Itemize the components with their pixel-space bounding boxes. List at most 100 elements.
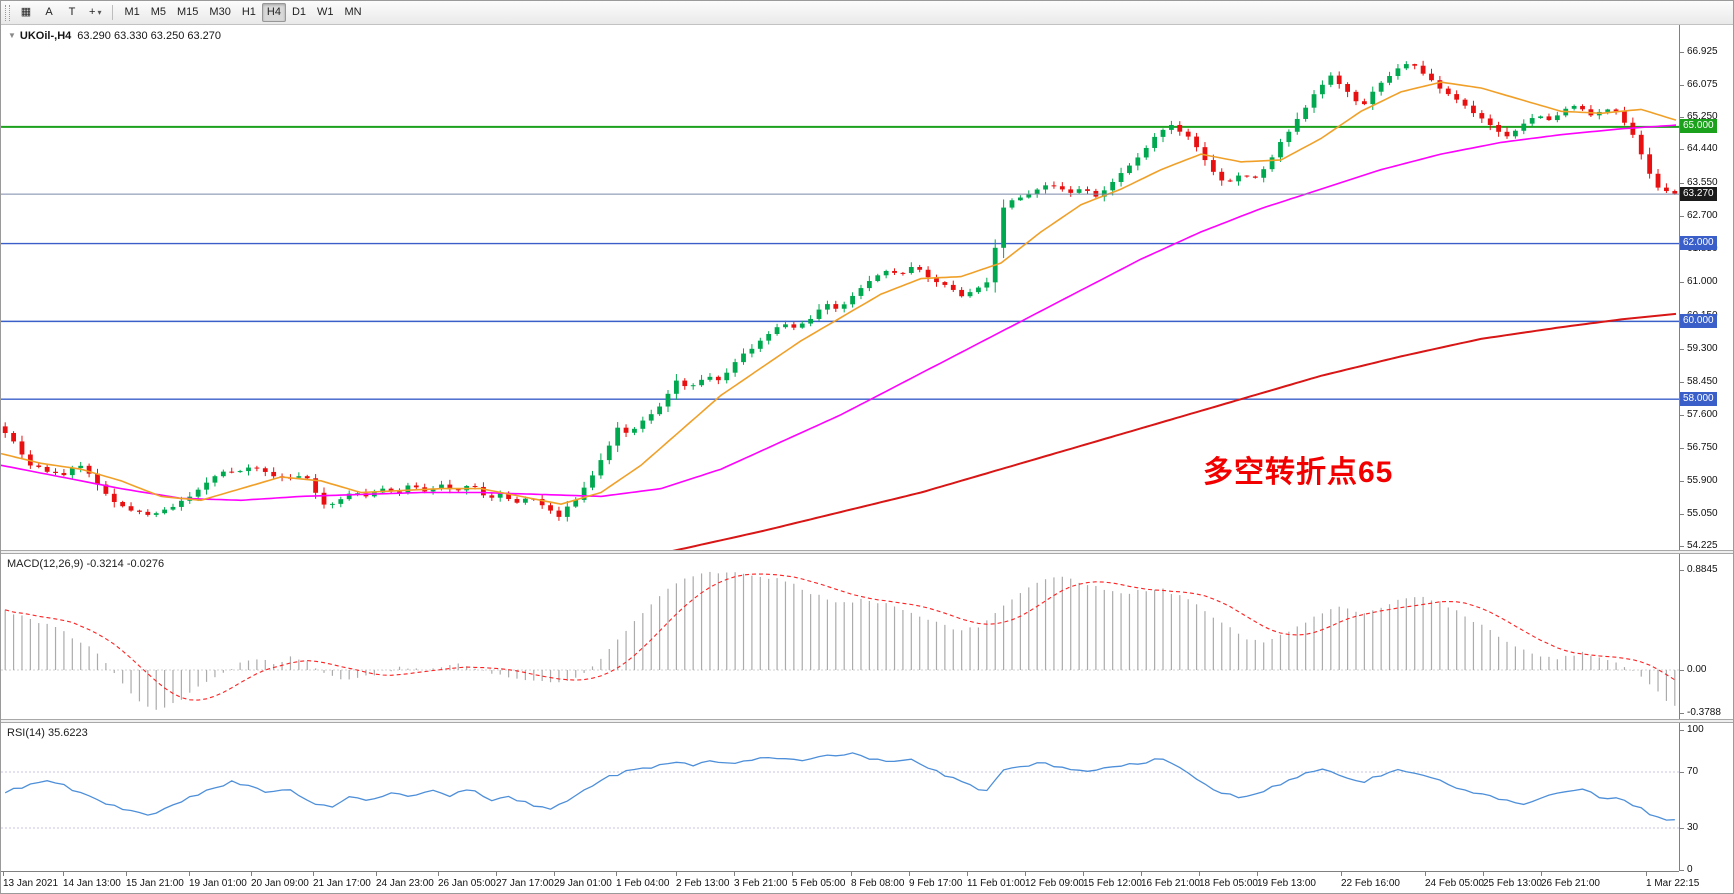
time-axis-label: 25 Feb 13:00 [1483, 878, 1542, 889]
time-axis-tick [1541, 872, 1542, 876]
timeframe-button-m15[interactable]: M15 [172, 3, 203, 22]
price-axis-label: 55.900 [1687, 475, 1718, 486]
panel-splitter-macd[interactable] [1, 550, 1733, 554]
price-chart[interactable] [1, 25, 1679, 550]
price-axis-label: 66.075 [1687, 79, 1718, 90]
price-axis-tick [1680, 448, 1684, 449]
time-axis-label: 15 Jan 21:00 [126, 878, 184, 889]
time-axis-tick [734, 872, 735, 876]
time-axis-tick [1083, 872, 1084, 876]
chart-title: ▼ UKOil-,H4 63.290 63.330 63.250 63.270 [8, 30, 221, 42]
price-axis-tick [1680, 52, 1684, 53]
panel-splitter-rsi[interactable] [1, 719, 1733, 723]
price-axis[interactable]: 66.92566.07565.25064.44063.55062.70061.8… [1679, 25, 1733, 875]
price-badge-60.000: 60.000 [1680, 314, 1717, 328]
time-axis-tick [376, 872, 377, 876]
dropdown-caret-icon: ▾ [97, 7, 102, 17]
time-axis-label: 20 Jan 09:00 [251, 878, 309, 889]
price-axis-tick [1680, 149, 1684, 150]
time-axis-tick [967, 872, 968, 876]
time-axis-label: 14 Jan 13:00 [63, 878, 121, 889]
time-axis-label: 11 Feb 01:00 [967, 878, 1026, 889]
timeframe-button-m1[interactable]: M1 [119, 3, 144, 22]
rsi-axis-tick [1680, 730, 1684, 731]
time-axis-label: 27 Jan 17:00 [496, 878, 554, 889]
time-axis-tick [1199, 872, 1200, 876]
time-axis-tick [1646, 872, 1647, 876]
time-axis-tick [63, 872, 64, 876]
price-axis-tick [1680, 481, 1684, 482]
charts-grid-icon[interactable]: ▦ [15, 3, 37, 22]
macd-axis-tick [1680, 570, 1684, 571]
price-badge-63.270: 63.270 [1680, 187, 1717, 201]
time-axis-label: 19 Feb 13:00 [1257, 878, 1316, 889]
time-axis-label: 5 Feb 05:00 [792, 878, 846, 889]
rsi-axis-tick [1680, 870, 1684, 871]
rsi-axis-label: 0 [1687, 864, 1693, 875]
price-axis-label: 62.700 [1687, 210, 1718, 221]
time-axis-tick [189, 872, 190, 876]
price-axis-label: 59.300 [1687, 343, 1718, 354]
time-axis-label: 15 Feb 12:00 [1083, 878, 1142, 889]
macd-axis-tick [1680, 670, 1684, 671]
price-axis-tick [1680, 183, 1684, 184]
time-axis-label: 18 Feb 05:00 [1199, 878, 1258, 889]
time-axis-label: 24 Feb 05:00 [1425, 878, 1484, 889]
time-axis-tick [1257, 872, 1258, 876]
time-axis-tick [438, 872, 439, 876]
time-axis[interactable]: 13 Jan 2021 14 Jan 13:00 15 Jan 21:00 19 Ja… [1, 871, 1699, 893]
toolbar-grip[interactable] [5, 4, 10, 21]
time-axis-label: 13 Jan 2021 [3, 878, 59, 889]
price-axis-tick [1680, 282, 1684, 283]
price-axis-label: 66.925 [1687, 46, 1718, 57]
time-axis-tick [126, 872, 127, 876]
rsi-axis-label: 30 [1687, 822, 1699, 833]
time-axis-label: 22 Feb 16:00 [1341, 878, 1400, 889]
cursor-arrow-icon[interactable]: A [38, 3, 60, 22]
price-axis-tick [1680, 514, 1684, 515]
timeframe-button-m30[interactable]: M30 [204, 3, 235, 22]
time-axis-tick [3, 872, 4, 876]
time-axis-label: 21 Jan 17:00 [313, 878, 371, 889]
price-axis-label: 63.550 [1687, 177, 1718, 188]
time-axis-tick [554, 872, 555, 876]
timeframe-button-h1[interactable]: H1 [237, 3, 261, 22]
price-axis-tick [1680, 117, 1684, 118]
timeframe-button-mn[interactable]: MN [340, 3, 367, 22]
macd-axis-tick [1680, 713, 1684, 714]
price-badge-58.000: 58.000 [1680, 392, 1717, 406]
price-badge-62.000: 62.000 [1680, 236, 1717, 250]
price-axis-tick [1680, 546, 1684, 547]
price-axis-tick [1680, 349, 1684, 350]
price-axis-label: 65.250 [1687, 111, 1718, 122]
rsi-axis-label: 100 [1687, 724, 1704, 735]
time-axis-tick [616, 872, 617, 876]
timeframe-button-w1[interactable]: W1 [312, 3, 339, 22]
rsi-panel[interactable] [1, 723, 1679, 871]
timeframe-button-m5[interactable]: M5 [146, 3, 171, 22]
time-axis-label: 24 Jan 23:00 [376, 878, 434, 889]
crosshair-icon[interactable]: + ▾ [84, 3, 106, 22]
time-axis-label: 26 Feb 21:00 [1541, 878, 1600, 889]
macd-panel[interactable] [1, 554, 1679, 719]
time-axis-label: 9 Feb 17:00 [909, 878, 963, 889]
timeframe-button-d1[interactable]: D1 [287, 3, 311, 22]
rsi-axis-tick [1680, 828, 1684, 829]
price-axis-tick [1680, 216, 1684, 217]
timeframe-button-h4[interactable]: H4 [261, 3, 286, 22]
time-axis-label: 8 Feb 08:00 [851, 878, 905, 889]
time-axis-label: 26 Jan 05:00 [438, 878, 496, 889]
text-tool-icon[interactable]: T [61, 3, 83, 22]
time-axis-tick [1141, 872, 1142, 876]
rsi-label: RSI(14) 35.6223 [7, 727, 88, 739]
macd-axis-label: 0.00 [1687, 664, 1707, 675]
rsi-axis-tick [1680, 772, 1684, 773]
time-axis-tick [496, 872, 497, 876]
price-axis-label: 61.000 [1687, 276, 1718, 287]
price-axis-tick [1680, 382, 1684, 383]
time-axis-tick [1483, 872, 1484, 876]
macd-axis-label: -0.3788 [1687, 707, 1721, 718]
price-axis-label: 57.600 [1687, 409, 1718, 420]
chart-annotation: 多空转折点65 [1203, 456, 1394, 489]
